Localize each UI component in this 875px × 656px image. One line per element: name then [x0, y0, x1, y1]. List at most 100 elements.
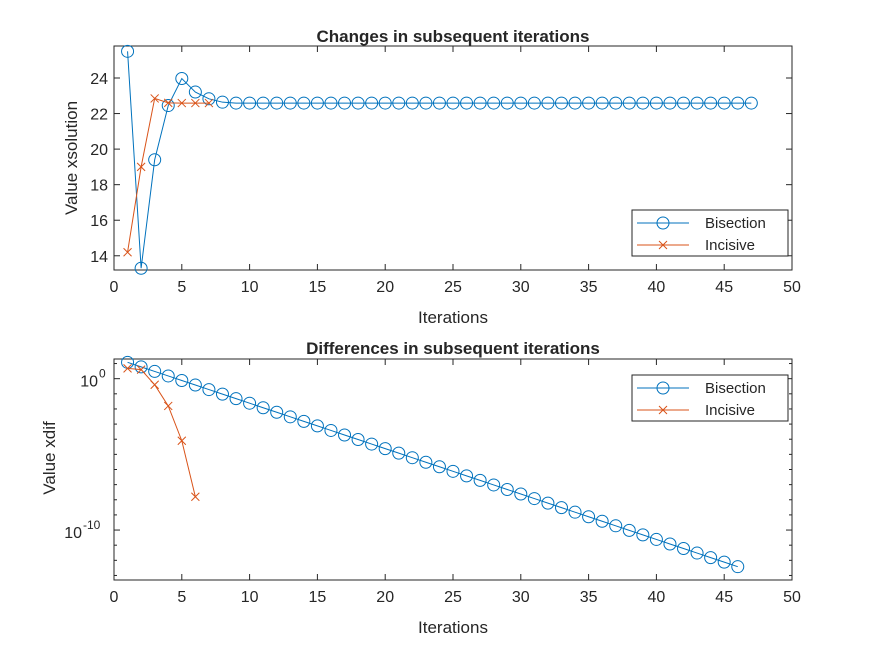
bottom-x-tick-label: 30 [512, 589, 530, 606]
top-point-bisection [215, 95, 229, 109]
bottom-plot-series [121, 355, 745, 574]
top-point-bisection [351, 96, 365, 110]
bottom-point-bisection [487, 478, 501, 492]
bottom-plot-x-axis-label: Iterations [418, 618, 488, 637]
top-x-tick-label: 0 [110, 279, 119, 296]
bottom-point-bisection [717, 555, 731, 569]
bottom-x-tick-label: 50 [783, 589, 801, 606]
top-y-tick-label: 16 [90, 213, 108, 230]
top-point-bisection [636, 96, 650, 110]
top-point-bisection [256, 96, 270, 110]
top-point-bisection [473, 96, 487, 110]
top-point-bisection [419, 96, 433, 110]
top-plot-series [121, 44, 758, 275]
top-point-bisection [175, 72, 189, 86]
bottom-point-incisive [136, 365, 146, 374]
bottom-point-bisection [731, 560, 745, 574]
bottom-point-bisection [609, 519, 623, 533]
bottom-point-bisection [405, 451, 419, 465]
bottom-point-bisection [324, 423, 338, 437]
top-x-tick-label: 30 [512, 279, 530, 296]
top-x-tick-label: 45 [715, 279, 733, 296]
bottom-point-bisection [243, 396, 257, 410]
top-point-bisection [378, 96, 392, 110]
top-x-tick-label: 20 [376, 279, 394, 296]
top-point-bisection [677, 96, 691, 110]
top-point-bisection [663, 96, 677, 110]
top-point-bisection [338, 96, 352, 110]
bottom-point-bisection [134, 360, 148, 374]
top-point-bisection [365, 96, 379, 110]
top-point-incisive [136, 162, 146, 172]
top-point-bisection [134, 261, 148, 275]
top-point-bisection [527, 96, 541, 110]
top-plot-y-axis-label: Value xsolution [62, 101, 81, 215]
top-plot-legend: Bisection Incisive [631, 209, 789, 257]
top-point-bisection [649, 96, 663, 110]
top-series-line-bisection [127, 51, 752, 269]
top-x-tick-label: 25 [444, 279, 462, 296]
top-legend-incisive-marker [658, 240, 668, 250]
top-y-tick-label: 18 [90, 178, 108, 195]
bottom-point-bisection [229, 392, 243, 406]
top-point-incisive [123, 247, 132, 257]
top-point-bisection [432, 96, 446, 110]
bottom-point-bisection [514, 487, 528, 501]
top-point-bisection [310, 96, 324, 110]
top-point-incisive [204, 98, 214, 108]
bottom-point-bisection [541, 496, 555, 510]
top-legend-bisection-marker [656, 216, 670, 230]
bottom-point-bisection [554, 501, 568, 515]
top-point-bisection [717, 96, 731, 110]
bottom-point-bisection [297, 414, 311, 428]
bottom-plot-y-axis-label: Value xdif [40, 421, 59, 495]
bottom-point-bisection [677, 542, 691, 556]
bottom-legend-bisection-marker [656, 381, 670, 395]
bottom-x-tick-label: 20 [376, 589, 394, 606]
bottom-legend-box [631, 374, 789, 422]
top-point-bisection [582, 96, 596, 110]
top-point-incisive [177, 98, 187, 108]
bottom-point-bisection [622, 523, 636, 537]
bottom-x-tick-label: 0 [110, 589, 119, 606]
top-point-bisection [731, 96, 745, 110]
top-point-bisection [568, 96, 582, 110]
top-plot-title: Changes in subsequent iterations [317, 27, 590, 46]
top-point-bisection [554, 96, 568, 110]
top-x-tick-label: 5 [177, 279, 186, 296]
bottom-plot-legend: Bisection Incisive [631, 374, 789, 422]
bottom-point-bisection [338, 428, 352, 442]
top-legend-bisection-label: Bisection [705, 215, 766, 232]
bottom-series-line-bisection [127, 361, 738, 568]
bottom-point-bisection [188, 378, 202, 392]
top-point-bisection [243, 96, 257, 110]
top-point-bisection [229, 96, 243, 110]
top-point-bisection [595, 96, 609, 110]
bottom-point-bisection [310, 419, 324, 433]
bottom-y-tick-label-exponent: 0 [99, 367, 106, 381]
top-point-bisection [514, 96, 528, 110]
top-point-bisection [500, 96, 514, 110]
bottom-plot-title: Differences in subsequent iterations [306, 339, 600, 358]
bottom-y-tick-label-base: 10 [80, 374, 98, 391]
top-point-bisection [704, 96, 718, 110]
top-point-bisection [487, 96, 501, 110]
top-legend-incisive-label: Incisive [705, 237, 755, 254]
bottom-point-bisection [378, 442, 392, 456]
bottom-plot: Differences in subsequent iterations Ite… [40, 339, 801, 637]
top-point-bisection [446, 96, 460, 110]
bottom-x-tick-label: 35 [580, 589, 598, 606]
top-point-bisection [541, 96, 555, 110]
top-point-incisive [163, 98, 173, 108]
bottom-x-tick-label: 5 [177, 589, 186, 606]
top-point-bisection [690, 96, 704, 110]
top-plot-ticks: 0 5 10 15 20 25 30 35 40 45 50 14 16 18 20 22 24 [90, 46, 801, 296]
bottom-point-bisection [270, 405, 284, 419]
top-y-tick-label: 22 [90, 107, 108, 124]
bottom-point-incisive [191, 492, 200, 502]
bottom-legend-bisection-label: Bisection [705, 380, 766, 397]
bottom-point-bisection [663, 537, 677, 551]
